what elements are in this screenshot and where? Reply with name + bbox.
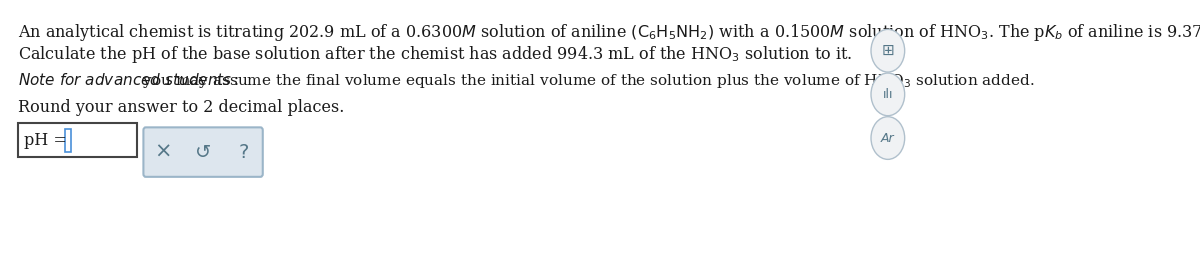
Text: ↺: ↺	[194, 143, 211, 162]
FancyBboxPatch shape	[65, 129, 72, 152]
Circle shape	[871, 29, 905, 72]
Text: An analytical chemist is titrating 202.9 mL of a 0.6300$M$ solution of aniline $: An analytical chemist is titrating 202.9…	[18, 22, 1200, 43]
Text: $\mathit{Note\ for\ advanced\ students:}$: $\mathit{Note\ for\ advanced\ students:}…	[18, 72, 239, 88]
Text: ×: ×	[154, 142, 172, 162]
Text: Round your answer to 2 decimal places.: Round your answer to 2 decimal places.	[18, 99, 344, 116]
FancyBboxPatch shape	[144, 127, 263, 177]
Text: pH =: pH =	[24, 132, 72, 149]
Circle shape	[871, 117, 905, 159]
FancyBboxPatch shape	[18, 123, 137, 157]
Text: Calculate the pH of the base solution after the chemist has added 994.3 mL of th: Calculate the pH of the base solution af…	[18, 44, 852, 65]
Text: you may assume the final volume equals the initial volume of the solution plus t: you may assume the final volume equals t…	[138, 72, 1034, 90]
Text: ?: ?	[239, 143, 248, 162]
Text: Ar: Ar	[881, 131, 895, 145]
Text: ⊞: ⊞	[882, 43, 894, 58]
Circle shape	[871, 73, 905, 116]
Text: ılı: ılı	[882, 88, 893, 101]
